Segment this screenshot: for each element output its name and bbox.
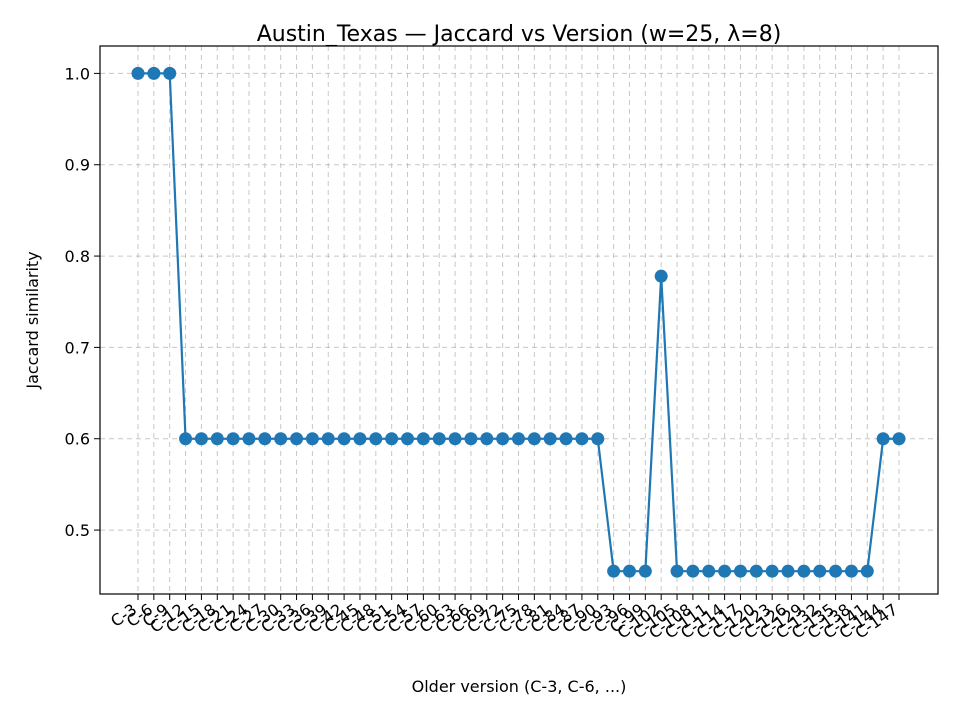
data-point xyxy=(131,66,145,80)
data-point xyxy=(860,564,874,578)
data-point xyxy=(781,564,795,578)
y-axis-label: Jaccard similarity xyxy=(23,251,42,389)
data-point xyxy=(733,564,747,578)
data-point xyxy=(844,564,858,578)
data-point xyxy=(432,432,446,446)
data-point xyxy=(242,432,256,446)
data-point xyxy=(401,432,415,446)
data-point xyxy=(290,432,304,446)
data-point xyxy=(194,432,208,446)
data-point xyxy=(480,432,494,446)
data-point xyxy=(607,564,621,578)
data-point xyxy=(892,432,906,446)
data-point xyxy=(512,432,525,446)
data-point xyxy=(527,432,541,446)
data-point xyxy=(210,432,224,446)
grid xyxy=(100,46,938,594)
data-point xyxy=(749,564,763,578)
data-point xyxy=(797,564,811,578)
y-tick-label: 0.9 xyxy=(65,156,90,175)
data-point xyxy=(305,432,319,446)
data-point xyxy=(369,432,383,446)
data-point xyxy=(353,432,367,446)
data-point xyxy=(274,432,288,446)
data-point xyxy=(258,432,272,446)
data-point xyxy=(622,564,636,578)
data-point xyxy=(496,432,510,446)
y-tick-label: 0.7 xyxy=(65,338,90,357)
data-point xyxy=(638,564,652,578)
y-tick-label: 1.0 xyxy=(65,64,90,83)
data-point xyxy=(559,432,573,446)
data-point xyxy=(575,432,589,446)
data-point xyxy=(591,432,605,446)
data-point xyxy=(448,432,462,446)
data-point xyxy=(876,432,890,446)
data-point xyxy=(718,564,732,578)
data-point xyxy=(179,432,193,446)
data-point xyxy=(670,564,684,578)
data-point xyxy=(416,432,430,446)
series-layer xyxy=(131,66,906,578)
data-point xyxy=(337,432,351,446)
data-point xyxy=(147,66,161,80)
y-tick-label: 0.5 xyxy=(65,521,90,540)
data-point xyxy=(385,432,399,446)
chart-title: Austin_Texas — Jaccard vs Version (w=25,… xyxy=(257,22,782,47)
data-point xyxy=(686,564,700,578)
y-tick-label: 0.6 xyxy=(65,430,90,449)
data-point xyxy=(321,432,335,446)
data-point xyxy=(702,564,716,578)
data-point xyxy=(765,564,779,578)
data-point xyxy=(813,564,827,578)
data-point xyxy=(464,432,478,446)
data-point xyxy=(543,432,557,446)
data-point xyxy=(654,269,668,283)
data-point xyxy=(163,66,177,80)
data-point xyxy=(829,564,843,578)
y-tick-label: 0.8 xyxy=(65,247,90,266)
x-axis-label: Older version (C-3, C-6, ...) xyxy=(412,677,627,696)
data-point xyxy=(226,432,240,446)
